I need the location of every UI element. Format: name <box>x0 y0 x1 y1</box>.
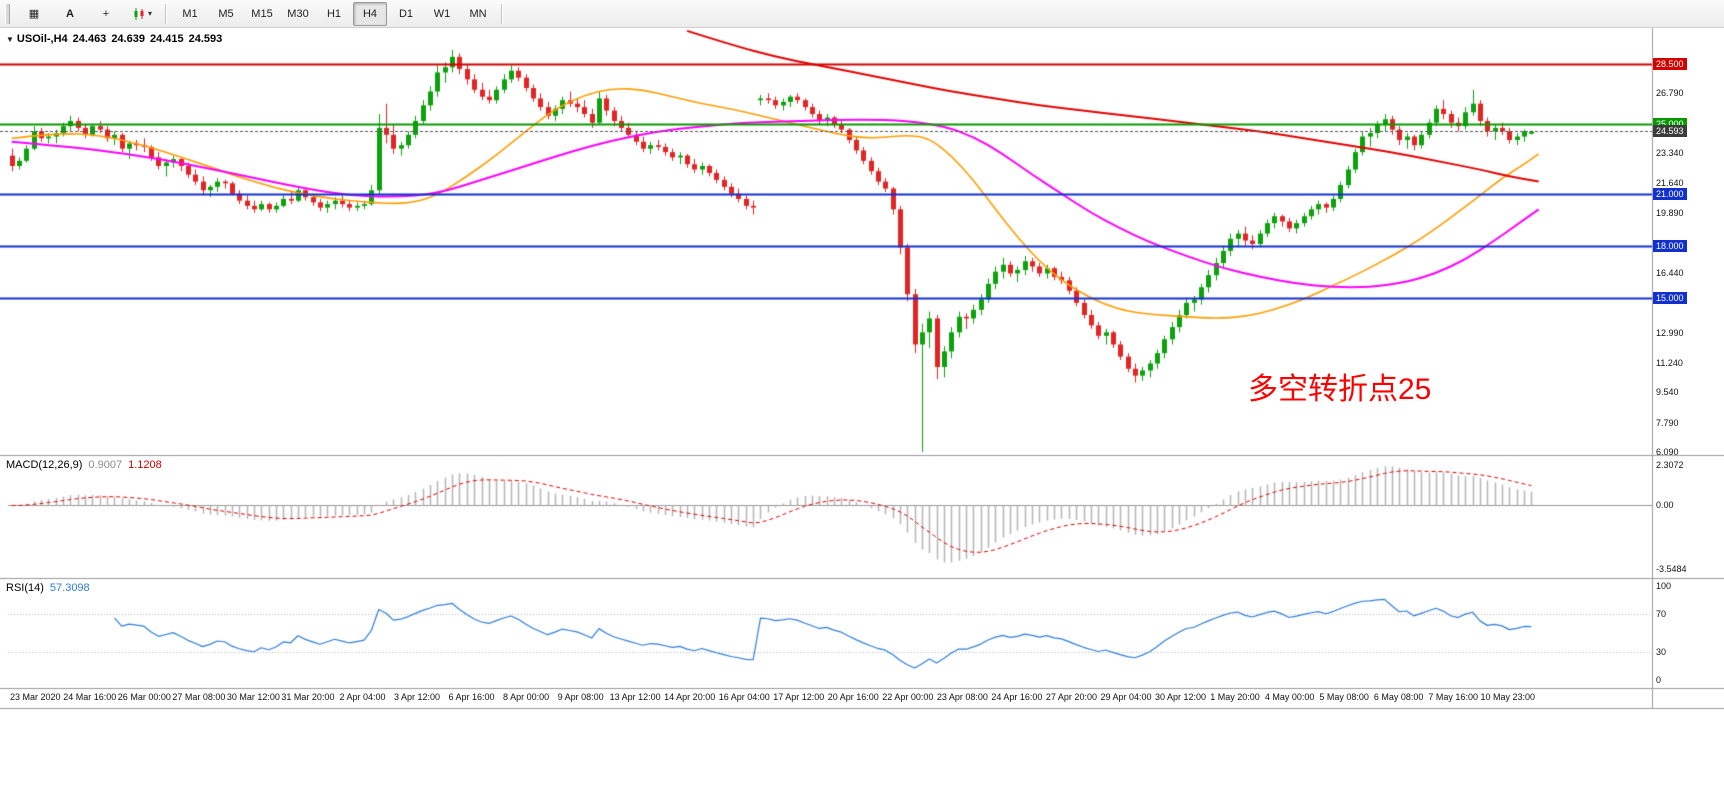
timeframe-button-mn[interactable]: MN <box>469 7 487 20</box>
toolbar-separator <box>501 3 503 24</box>
chart-annotation-text: 多空转折点25 <box>1248 373 1432 406</box>
price-tick: 11.240 <box>1656 357 1683 368</box>
date-label: 1 May 20:00 <box>1210 692 1260 702</box>
timeframe-button-m5[interactable]: M5 <box>218 7 234 20</box>
date-label: 30 Mar 12:00 <box>226 692 280 702</box>
price-tick: 7.790 <box>1656 417 1679 428</box>
symbol-timeframe-label: USOil-,H4 <box>16 33 68 45</box>
ohlc-high: 24.639 <box>111 33 145 45</box>
windows-tile-icon: ▦ <box>28 8 40 20</box>
hline-price-badge: 18.000 <box>1653 239 1687 252</box>
rsi-axis-label: 100 <box>1656 581 1672 591</box>
macd-label: MACD(12,26,9) <box>6 459 83 471</box>
date-label: 24 Apr 16:00 <box>991 692 1043 702</box>
timeframe-button-h1[interactable]: H1 <box>326 7 342 20</box>
date-label: 31 Mar 20:00 <box>281 692 335 702</box>
candlestick-chart-icon <box>134 7 144 20</box>
timeframe-button-h4[interactable]: H4 <box>353 1 387 26</box>
date-label: 16 Apr 04:00 <box>718 692 770 702</box>
timeframe-group: M1 M5 M15 M30 H1 H4 D1 W1 MN <box>172 1 496 26</box>
chart-collapse-icon[interactable]: ▼ <box>6 35 14 44</box>
date-label: 9 Apr 08:00 <box>557 692 604 702</box>
rsi-header: RSI(14) 57.3098 <box>6 582 96 594</box>
macd-axis-label: 2.3072 <box>1656 460 1684 470</box>
date-label: 17 Apr 12:00 <box>773 692 825 702</box>
date-label: 20 Apr 16:00 <box>827 692 879 702</box>
timeframe-button-m1[interactable]: M1 <box>182 7 198 20</box>
rsi-axis-label: 30 <box>1656 646 1667 657</box>
macd-signal-value: 1.1208 <box>128 459 162 471</box>
hline-price-badge: 15.000 <box>1653 291 1687 304</box>
date-label: 22 Apr 00:00 <box>882 692 934 702</box>
macd-header: MACD(12,26,9) 0.9007 1.1208 <box>6 459 168 471</box>
hline-price-badge: 28.500 <box>1653 57 1687 70</box>
date-label: 24 Mar 16:00 <box>63 692 117 702</box>
date-label: 8 Apr 00:00 <box>503 692 550 702</box>
date-label: 5 May 08:00 <box>1319 692 1369 702</box>
price-tick: 6.090 <box>1656 447 1679 458</box>
date-label: 30 Apr 12:00 <box>1154 692 1207 702</box>
date-label: 29 Apr 04:00 <box>1100 692 1152 702</box>
chart-ohlc-header: ▼ USOil-,H4 24.463 24.639 24.415 24.593 <box>6 33 227 45</box>
date-label: 23 Mar 2020 <box>9 692 61 702</box>
current-price-badge: 24.593 <box>1653 125 1687 138</box>
price-tick: 16.440 <box>1656 267 1684 278</box>
date-label: 4 May 00:00 <box>1264 692 1315 702</box>
date-label: 13 Apr 12:00 <box>609 692 661 702</box>
dropdown-caret-icon: ▾ <box>147 9 152 18</box>
macd-main-value: 0.9007 <box>88 459 123 471</box>
date-label: 27 Mar 08:00 <box>172 692 226 702</box>
macd-axis-label: 0.00 <box>1656 500 1674 511</box>
chart-type-button[interactable]: ▾ <box>125 2 159 26</box>
timeframe-button-d1[interactable]: D1 <box>398 7 414 20</box>
hline-price-badge: 21.000 <box>1653 187 1687 200</box>
toolbar-separator <box>165 3 167 24</box>
toolbar-grip[interactable] <box>5 3 10 24</box>
timeframe-button-w1[interactable]: W1 <box>433 7 451 20</box>
price-tick: 21.640 <box>1656 177 1684 188</box>
rsi-value: 57.3098 <box>49 582 90 594</box>
price-tick: 23.340 <box>1656 148 1684 159</box>
date-label: 6 Apr 16:00 <box>448 692 495 702</box>
ohlc-low: 24.415 <box>149 33 184 45</box>
ohlc-open: 24.463 <box>72 33 107 45</box>
date-label: 2 Apr 04:00 <box>339 692 386 702</box>
letter-a-icon: A <box>66 7 74 20</box>
timeframe-button-m15[interactable]: M15 <box>251 7 273 20</box>
toolbar: ▦ A + ▾ M1 M5 M15 M30 H1 H4 D1 W1 MN <box>0 0 1724 28</box>
date-label: 26 Mar 00:00 <box>117 692 171 702</box>
text-annotation-button[interactable]: A <box>53 2 87 26</box>
windows-tile-button[interactable]: ▦ <box>17 2 51 26</box>
date-label: 3 Apr 12:00 <box>393 692 441 702</box>
date-label: 10 May 23:00 <box>1480 692 1535 702</box>
price-tick: 9.540 <box>1656 387 1679 398</box>
rsi-axis-label: 0 <box>1656 675 1662 685</box>
date-label: 7 May 16:00 <box>1428 692 1478 702</box>
ohlc-close: 24.593 <box>188 33 223 45</box>
macd-axis-label: -3.5484 <box>1656 564 1687 574</box>
timeframe-button-m30[interactable]: M30 <box>287 7 309 20</box>
rsi-axis-label: 70 <box>1656 609 1667 620</box>
date-label: 27 Apr 20:00 <box>1045 692 1097 702</box>
price-tick: 12.990 <box>1656 327 1684 338</box>
price-tick: 19.890 <box>1656 207 1684 218</box>
date-label: 23 Apr 08:00 <box>936 692 988 702</box>
rsi-label: RSI(14) <box>6 582 44 594</box>
date-label: 14 Apr 20:00 <box>664 692 716 702</box>
crosshair-icon: + <box>102 7 110 20</box>
price-tick: 26.790 <box>1656 88 1684 99</box>
date-label: 6 May 08:00 <box>1373 692 1424 702</box>
crosshair-button[interactable]: + <box>89 2 123 26</box>
